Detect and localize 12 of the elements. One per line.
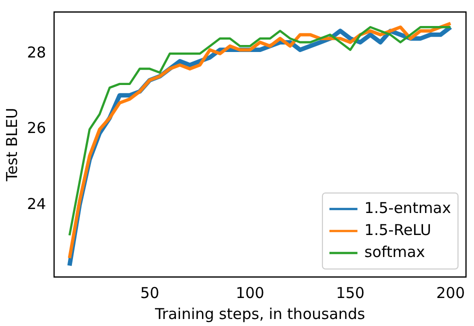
x-tick-label: 200 — [436, 284, 465, 302]
x-tick-label: 100 — [236, 284, 264, 302]
x-tick-label: 150 — [336, 284, 365, 302]
y-axis-title: Test BLEU — [2, 108, 21, 182]
legend-label: softmax — [364, 242, 426, 261]
x-axis-title: Training steps, in thousands — [154, 304, 366, 323]
legend-label: 1.5-entmax — [364, 198, 452, 217]
y-tick-label: 28 — [26, 44, 46, 62]
x-tick-label: 50 — [140, 284, 160, 302]
y-tick-label: 26 — [26, 119, 46, 138]
y-tick-label: 24 — [26, 194, 46, 213]
legend-label: 1.5-ReLU — [364, 220, 432, 239]
